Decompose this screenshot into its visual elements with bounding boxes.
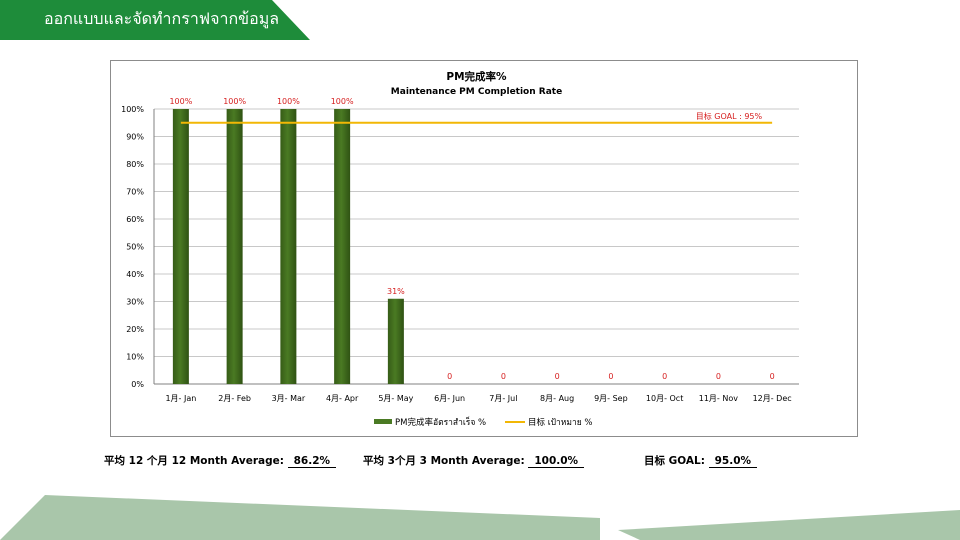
page-title: ออกแบบและจัดทำกราฟจากข้อมูล (44, 9, 280, 28)
stat-3-month-value: 100.0% (528, 455, 585, 468)
stat-12-month-value: 86.2% (287, 455, 337, 468)
chart-frame: PM完成率% Maintenance PM Completion Rate 0% 10… (110, 60, 858, 437)
data-label: 0 (501, 372, 506, 381)
bar (280, 109, 297, 384)
x-tick-label: 8月- Aug (540, 394, 574, 403)
x-tick-label: 1月- Jan (165, 394, 196, 403)
header-banner (0, 0, 310, 40)
data-label: 31% (387, 287, 405, 296)
y-tick-label: 30% (126, 298, 144, 307)
legend-label-bar: PM完成率อัตราสำเร็จ % (395, 416, 486, 428)
bar (226, 109, 243, 384)
chart-subtitle: Maintenance PM Completion Rate (391, 87, 562, 97)
y-tick-label: 60% (126, 215, 144, 224)
stat-goal: 目标 GOAL: 95.0% (644, 453, 758, 468)
data-label: 0 (608, 372, 613, 381)
y-tick-label: 90% (126, 133, 144, 142)
x-tick-label: 2月- Feb (218, 394, 251, 403)
legend-label-goal: 目标 เป้าหมาย % (528, 417, 593, 428)
y-tick-label: 100% (121, 105, 144, 114)
legend-swatch-bar (374, 419, 392, 424)
y-tick-label: 40% (126, 270, 144, 279)
y-tick-label: 0% (131, 380, 144, 389)
x-tick-label: 4月- Apr (326, 394, 359, 403)
goal-label: 目标 GOAL : 95% (696, 111, 763, 121)
data-label: 0 (716, 372, 721, 381)
stat-12-month: 平均 12 个月 12 Month Average: 86.2% (104, 453, 337, 468)
x-tick-label: 5月- May (378, 394, 413, 403)
y-tick-label: 80% (126, 160, 144, 169)
data-label: 100% (169, 97, 192, 106)
x-tick-label: 3月- Mar (272, 394, 306, 403)
stat-3-month: 平均 3个月 3 Month Average: 100.0% (363, 453, 585, 468)
x-tick-label: 9月- Sep (594, 394, 628, 403)
data-label: 0 (770, 372, 775, 381)
y-tick-label: 20% (126, 325, 144, 334)
stat-12-month-label: 平均 12 个月 12 Month Average: (104, 455, 284, 467)
bar (334, 109, 351, 384)
x-tick-label: 7月- Jul (489, 394, 517, 403)
x-tick-label: 6月- Jun (434, 394, 465, 403)
data-label: 100% (331, 97, 354, 106)
stat-goal-label: 目标 GOAL: (644, 455, 705, 467)
bar (172, 109, 189, 384)
bar (387, 298, 404, 384)
data-label: 100% (223, 97, 246, 106)
pm-completion-chart: PM完成率% Maintenance PM Completion Rate 0% 10… (121, 70, 799, 428)
data-label: 100% (277, 97, 300, 106)
x-tick-label: 12月- Dec (753, 394, 792, 403)
data-label: 0 (662, 372, 667, 381)
y-tick-label: 10% (126, 353, 144, 362)
stat-goal-value: 95.0% (708, 455, 758, 468)
y-tick-label: 50% (126, 243, 144, 252)
x-tick-label: 10月- Oct (646, 394, 683, 403)
stat-3-month-label: 平均 3个月 3 Month Average: (363, 455, 525, 467)
chart-title: PM完成率% (446, 70, 507, 83)
data-label: 0 (447, 372, 452, 381)
y-tick-label: 70% (126, 188, 144, 197)
data-label: 0 (555, 372, 560, 381)
footer-decoration (0, 495, 960, 540)
x-tick-label: 11月- Nov (699, 394, 738, 403)
